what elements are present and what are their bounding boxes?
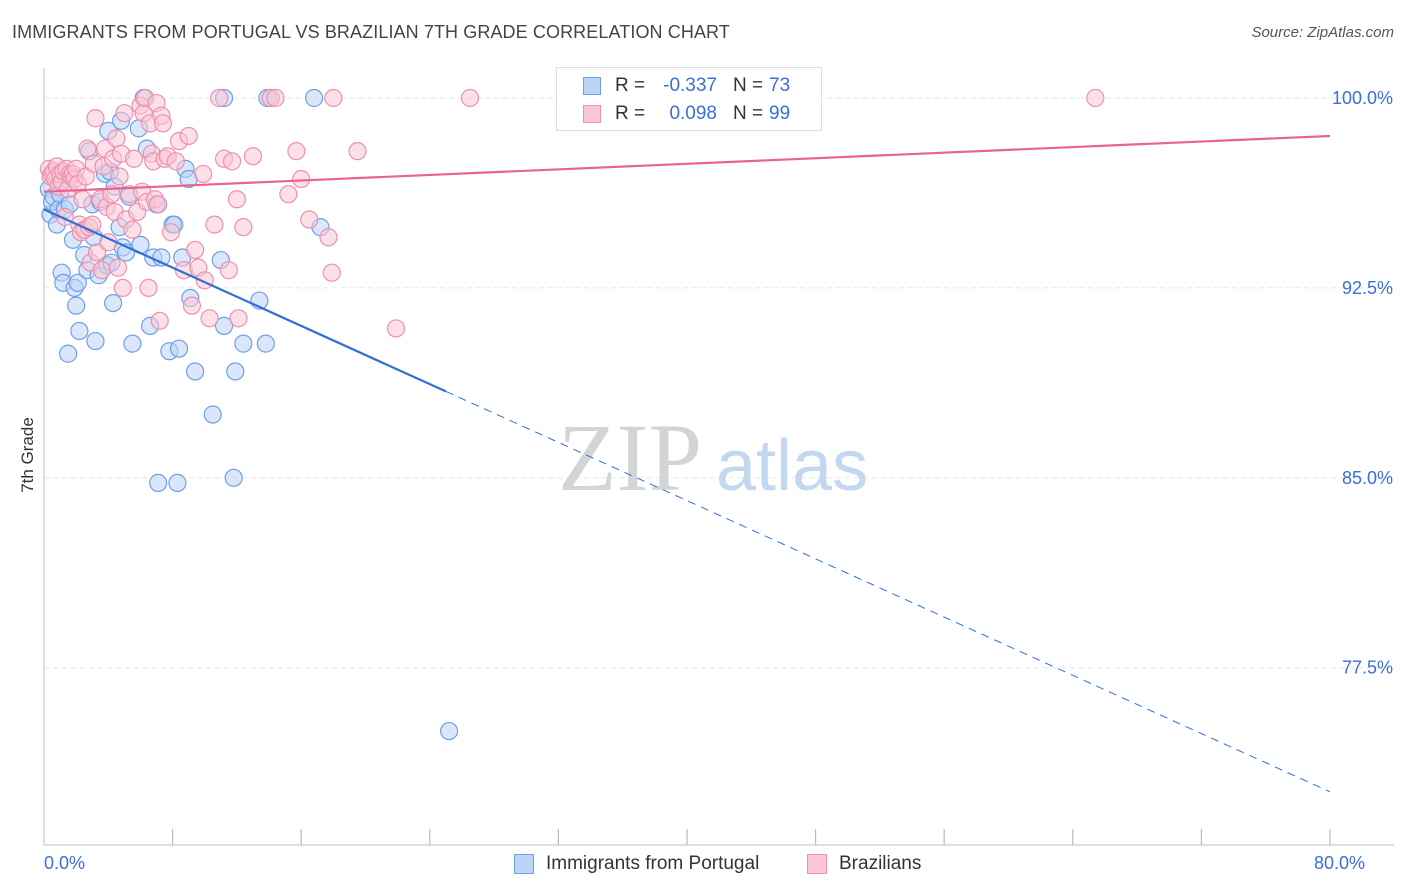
stats-legend-box: R = -0.337 N = 73 R = 0.098 N = 99 (556, 67, 822, 131)
brazilians-point (179, 126, 198, 146)
brazilians-point (107, 129, 126, 148)
brazilians-point (324, 88, 343, 108)
brazilians-point (194, 164, 213, 184)
portugal-point (70, 321, 89, 341)
brazilians-point (86, 109, 105, 128)
brazilians-point (200, 309, 219, 328)
portugal-point (439, 721, 459, 741)
portugal-point (123, 334, 142, 353)
brazilians-point (300, 210, 319, 229)
legend-label: Immigrants from Portugal (546, 853, 760, 874)
portugal-point (203, 405, 222, 424)
brazilians-point (222, 152, 242, 171)
brazilians-point (287, 142, 306, 161)
portugal-swatch (583, 77, 601, 95)
brazilians-swatch (583, 105, 601, 123)
portugal-point (149, 473, 168, 492)
n-value: 99 (769, 103, 791, 124)
brazilians-point (139, 278, 158, 298)
portugal-trend-line (43, 208, 447, 393)
brazilians-point (123, 220, 142, 239)
bottom-legend: Immigrants from Portugal Brazilians (0, 852, 1406, 876)
brazilians-point (229, 309, 248, 328)
legend-swatch-brazilians (807, 854, 827, 874)
n-label: N = (733, 103, 764, 124)
portugal-point (214, 316, 234, 335)
portugal-point (104, 293, 123, 313)
n-value: 73 (769, 75, 791, 96)
brazilians-point (243, 147, 263, 166)
source-credit: Source: ZipAtlas.com (1251, 24, 1394, 41)
brazilians-point (110, 167, 129, 186)
brazilians-point (460, 88, 480, 108)
brazilians-point (161, 223, 181, 242)
portugal-point (67, 296, 86, 315)
brazilians-point (166, 152, 185, 171)
portugal-point (68, 273, 87, 292)
portugal-point (186, 362, 205, 381)
r-label: R = (615, 103, 646, 124)
brazilians-point (113, 278, 132, 298)
r-value: -0.337 (663, 75, 717, 96)
y-tick-label: 92.5% (1342, 278, 1393, 298)
axes (43, 68, 1394, 846)
brazilians-point (319, 228, 338, 247)
portugal-point (86, 331, 105, 351)
brazilians-point (386, 319, 406, 338)
y-tick-label: 85.0% (1342, 468, 1393, 488)
watermark-atlas: atlas (716, 426, 868, 506)
stats-row-brazilians: R = 0.098 N = 99 (557, 100, 821, 128)
portugal-point (226, 362, 245, 381)
y-tick-label: 100.0% (1332, 88, 1393, 108)
watermark-zip: ZIP (558, 404, 702, 511)
portugal-point (304, 88, 324, 108)
legend-swatch-portugal (514, 854, 534, 874)
brazilians-point (182, 296, 201, 315)
brazilians-point (266, 88, 285, 108)
brazilians-point (73, 190, 92, 209)
brazilians-point (78, 139, 97, 158)
brazilians-point (87, 243, 107, 262)
brazilians-point (92, 261, 111, 280)
brazilians-point (219, 261, 238, 280)
brazilians-point (205, 215, 224, 234)
portugal-trend-extension (445, 390, 1331, 793)
x-tick-label: 80.0% (1314, 853, 1365, 873)
r-value: 0.098 (669, 103, 717, 124)
portugal-point (59, 344, 78, 363)
tick-labels: 100.0% 92.5% 85.0% 77.5% 0.0% 80.0% (44, 88, 1393, 873)
brazilians-point (124, 149, 144, 168)
x-tick-label: 0.0% (44, 853, 85, 873)
brazilians-point (1086, 88, 1105, 108)
brazilians-point (348, 142, 367, 161)
brazilians-point (186, 240, 205, 260)
portugal-point (256, 334, 275, 353)
portugal-point (234, 334, 253, 353)
brazilians-point (150, 311, 169, 330)
brazilians-point (210, 88, 229, 108)
trend-lines (43, 134, 1331, 793)
n-label: N = (733, 75, 764, 96)
stats-row-portugal: R = -0.337 N = 73 (557, 72, 821, 100)
watermark: ZIP atlas (558, 404, 868, 511)
brazilians-point (153, 114, 173, 133)
brazilians-point (322, 263, 341, 282)
portugal-point (168, 473, 187, 492)
brazilians-trend-line (43, 134, 1331, 193)
brazilians-point (279, 185, 298, 204)
r-label: R = (615, 75, 646, 96)
y-tick-label: 77.5% (1342, 658, 1393, 678)
legend-label: Brazilians (839, 853, 922, 874)
brazilians-point (227, 190, 246, 209)
brazilians-point (234, 218, 253, 237)
brazilians-point (115, 104, 134, 123)
brazilians-point (149, 195, 168, 214)
portugal-point (169, 339, 189, 358)
chart-title: IMMIGRANTS FROM PORTUGAL VS BRAZILIAN 7T… (12, 22, 730, 42)
brazilians-point (292, 169, 311, 189)
portugal-point (224, 468, 243, 487)
brazilians-point (108, 258, 128, 277)
